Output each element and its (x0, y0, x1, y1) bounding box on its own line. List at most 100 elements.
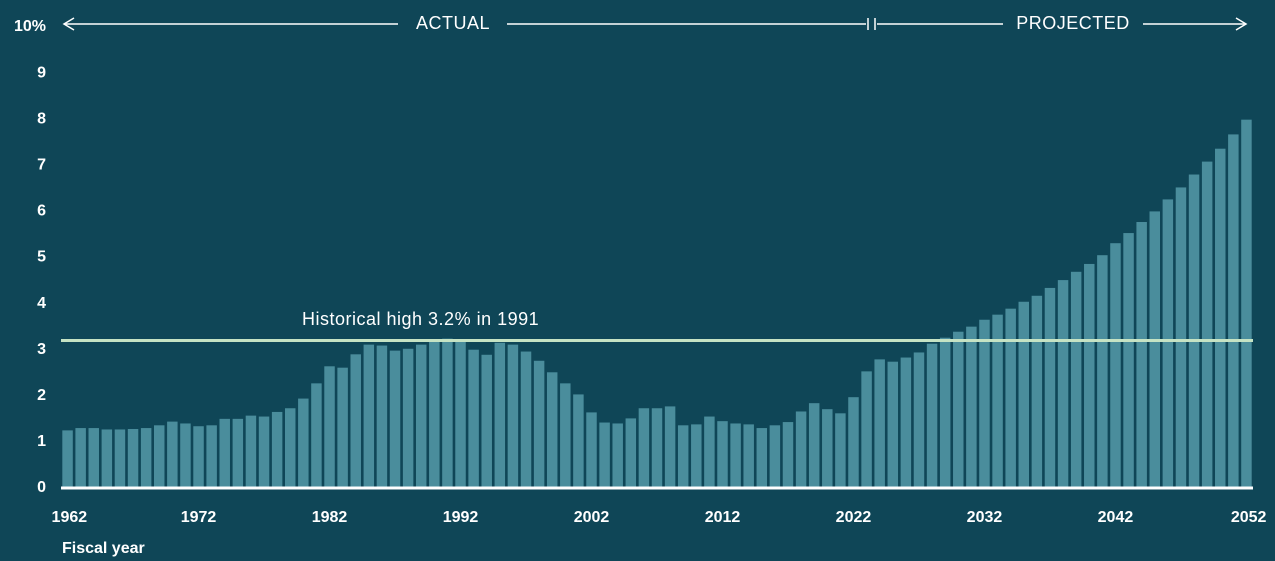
bar (311, 383, 322, 488)
bar (874, 359, 885, 488)
y-tick-label: 5 (37, 249, 46, 266)
period-header (62, 17, 1248, 31)
bar (691, 424, 702, 488)
bar (887, 361, 899, 488)
bar (1136, 222, 1147, 489)
y-tick-label: 2 (37, 387, 46, 404)
bar (560, 383, 571, 488)
reference-label: Historical high 3.2% in 1991 (302, 309, 539, 329)
bar (808, 403, 820, 488)
y-tick-label: 8 (37, 110, 46, 127)
bar (481, 354, 492, 488)
x-tick-label: 2042 (1098, 509, 1134, 526)
bar (1070, 271, 1082, 488)
bar (992, 314, 1003, 488)
bar (455, 341, 466, 488)
bar (939, 337, 951, 488)
bar (284, 408, 296, 488)
bar (1162, 199, 1174, 488)
bar (1241, 119, 1252, 488)
bar (782, 422, 794, 488)
period-label: ACTUAL (416, 13, 490, 33)
y-tick-label: 3 (37, 341, 46, 358)
x-tick-label: 1992 (443, 509, 479, 526)
bar (1084, 263, 1095, 488)
bar (350, 354, 361, 488)
bar (953, 331, 964, 488)
bar (835, 413, 846, 488)
bar (1044, 287, 1056, 488)
bar (704, 416, 715, 488)
bar (625, 418, 637, 488)
bar (402, 348, 414, 488)
bar (900, 357, 912, 488)
bar (206, 425, 217, 488)
y-tick-label: 6 (37, 203, 46, 220)
x-tick-label: 2012 (705, 509, 741, 526)
y-tick-label: 0 (37, 479, 46, 496)
bar (966, 326, 977, 488)
bar (494, 342, 506, 488)
bar (1110, 243, 1121, 488)
bar (533, 360, 545, 488)
x-tick-label: 2022 (836, 509, 872, 526)
bar (546, 372, 558, 488)
bar (180, 423, 191, 488)
bar (232, 418, 244, 488)
bar (114, 429, 126, 488)
bar (848, 397, 859, 488)
x-axis-title: Fiscal year (62, 540, 145, 557)
bar (795, 411, 807, 488)
bar (979, 319, 990, 488)
bar (88, 428, 99, 488)
y-tick-label: 1 (37, 433, 46, 450)
bar (324, 366, 335, 488)
bar (415, 344, 427, 488)
bar (363, 344, 375, 488)
bar (861, 371, 872, 488)
x-tick-label: 2002 (574, 509, 610, 526)
bar (664, 406, 676, 488)
bar (298, 398, 309, 488)
bar (245, 415, 257, 488)
bar (1005, 308, 1016, 488)
x-tick-label: 2052 (1231, 509, 1267, 526)
x-tick-label: 1982 (312, 509, 348, 526)
x-tick-label: 1972 (181, 509, 217, 526)
bar (1097, 255, 1108, 488)
bar (586, 412, 597, 488)
bar (507, 344, 519, 488)
x-tick-label: 1962 (52, 509, 88, 526)
bar (62, 430, 73, 488)
bar (75, 428, 86, 488)
bar (743, 424, 754, 488)
bar (677, 425, 689, 488)
y-tick-label: 4 (37, 295, 46, 312)
bar (127, 428, 139, 488)
bar (638, 408, 650, 488)
bar (573, 394, 584, 488)
bar (1201, 161, 1213, 488)
bar (376, 345, 388, 488)
bar (520, 351, 532, 488)
bar (389, 350, 401, 488)
bar (651, 408, 663, 488)
bar (442, 338, 453, 488)
bar (1123, 233, 1134, 488)
bar (926, 343, 938, 488)
arrow-head (1235, 17, 1248, 31)
bar (612, 423, 623, 488)
bar (822, 409, 833, 488)
bar (1215, 148, 1226, 489)
bar (1018, 301, 1030, 488)
bar (1228, 134, 1239, 488)
bar (1057, 280, 1069, 488)
x-tick-label: 2032 (967, 509, 1003, 526)
bar (717, 421, 728, 488)
bar (1149, 211, 1160, 488)
y-tick-label: 7 (37, 157, 46, 174)
bar (1175, 187, 1187, 489)
bar (1031, 295, 1043, 488)
y-tick-label: 9 (37, 64, 46, 81)
